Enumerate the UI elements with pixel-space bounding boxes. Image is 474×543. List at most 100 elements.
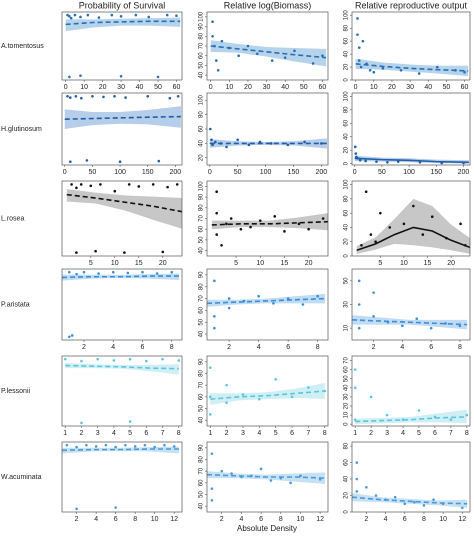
point: [273, 215, 277, 218]
fit-line: [352, 496, 468, 505]
point: [364, 159, 367, 163]
point: [166, 185, 169, 189]
point: [386, 161, 389, 164]
panel: [64, 94, 181, 164]
point: [175, 14, 178, 18]
y-tick-label: 70: [199, 381, 205, 388]
point: [272, 302, 275, 305]
x-tick-label: 10: [439, 516, 447, 523]
panel-frame: [61, 268, 183, 341]
x-tick-label: 6: [259, 516, 263, 523]
point: [73, 13, 77, 17]
x-tick-label: 10: [151, 516, 159, 523]
x-tick-label: 5: [128, 430, 132, 437]
point: [353, 386, 357, 390]
point: [354, 152, 358, 155]
x-tick-label: 12: [170, 516, 178, 523]
point: [85, 159, 89, 162]
point: [75, 251, 78, 254]
y-tick-label: 40: [199, 416, 205, 423]
x-tick-label: 4: [401, 430, 405, 437]
y-tick-label: 70: [344, 357, 350, 364]
x-tick-label: 50: [443, 84, 451, 91]
x-tick-label: 5: [417, 430, 421, 437]
fit-line: [211, 220, 328, 226]
y-tick-label: 40: [344, 384, 350, 391]
point: [75, 272, 78, 276]
point: [369, 395, 373, 399]
point: [368, 68, 372, 72]
x-tick-label: 6: [403, 516, 407, 523]
x-tick-label: 0: [64, 84, 68, 91]
point: [69, 16, 73, 20]
x-tick-label: 30: [263, 84, 271, 91]
x-tick-label: 15: [424, 260, 432, 267]
point: [360, 243, 363, 247]
x-tick-label: 50: [234, 169, 242, 176]
x-tick-label: 0: [353, 169, 357, 176]
y-tick-label: 100: [199, 181, 205, 192]
y-tick-label: 90: [199, 271, 205, 278]
x-tick-label: 2: [369, 430, 373, 437]
panel-frame: [351, 268, 471, 341]
point: [177, 359, 181, 362]
point: [75, 445, 78, 449]
panel: [209, 127, 327, 149]
point: [353, 418, 357, 421]
fit-line: [66, 193, 182, 213]
x-tick-label: 4: [239, 516, 243, 523]
point: [241, 393, 245, 396]
point: [415, 317, 419, 321]
x-tick-label: 0: [354, 84, 358, 91]
point: [290, 395, 294, 399]
x-tick-label: 50: [300, 84, 308, 91]
point: [269, 479, 273, 482]
panel: [353, 368, 469, 425]
point: [463, 70, 466, 74]
x-tick-label: 7: [449, 430, 453, 437]
x-tick-label: 1: [63, 430, 67, 437]
point: [225, 383, 228, 387]
point: [236, 138, 239, 142]
row-label: H.glutinosum: [1, 126, 42, 133]
y-tick-label: 100: [344, 179, 350, 190]
point: [66, 94, 69, 98]
x-tick-label: 40: [424, 84, 432, 91]
point: [258, 397, 261, 401]
x-tick-label: 5: [378, 260, 382, 267]
point: [94, 249, 97, 253]
y-tick-label: 60: [344, 37, 350, 44]
point: [432, 498, 435, 501]
x-tick-label: 8: [316, 344, 320, 351]
point: [255, 52, 259, 56]
y-tick-label: 100: [344, 10, 350, 21]
point: [143, 443, 147, 447]
x-tick-label: 200: [315, 169, 327, 176]
point: [259, 467, 263, 471]
point: [147, 15, 151, 19]
point: [359, 65, 363, 69]
x-tick-label: 20: [305, 260, 313, 267]
point: [303, 140, 306, 144]
point: [63, 357, 67, 361]
x-tick-label: 10: [225, 84, 233, 91]
x-tick-label: 8: [177, 430, 181, 437]
point: [301, 303, 305, 306]
fit-line: [355, 416, 467, 423]
y-tick-label: 10: [344, 411, 350, 418]
confidence-band: [356, 198, 470, 254]
panel-frame: [61, 92, 183, 166]
x-tick-label: 10: [111, 260, 119, 267]
y-tick-label: 40: [344, 223, 350, 230]
x-tick-label: 200: [458, 169, 470, 176]
x-tick-label: 6: [114, 516, 118, 523]
point: [220, 243, 223, 247]
point: [113, 189, 117, 193]
y-tick-label: 10: [344, 324, 350, 331]
point: [208, 413, 212, 416]
y-tick-label: 60: [199, 225, 205, 232]
point: [357, 303, 361, 306]
x-tick-label: 20: [244, 84, 252, 91]
x-tick-label: 7: [161, 430, 165, 437]
point: [175, 183, 179, 186]
